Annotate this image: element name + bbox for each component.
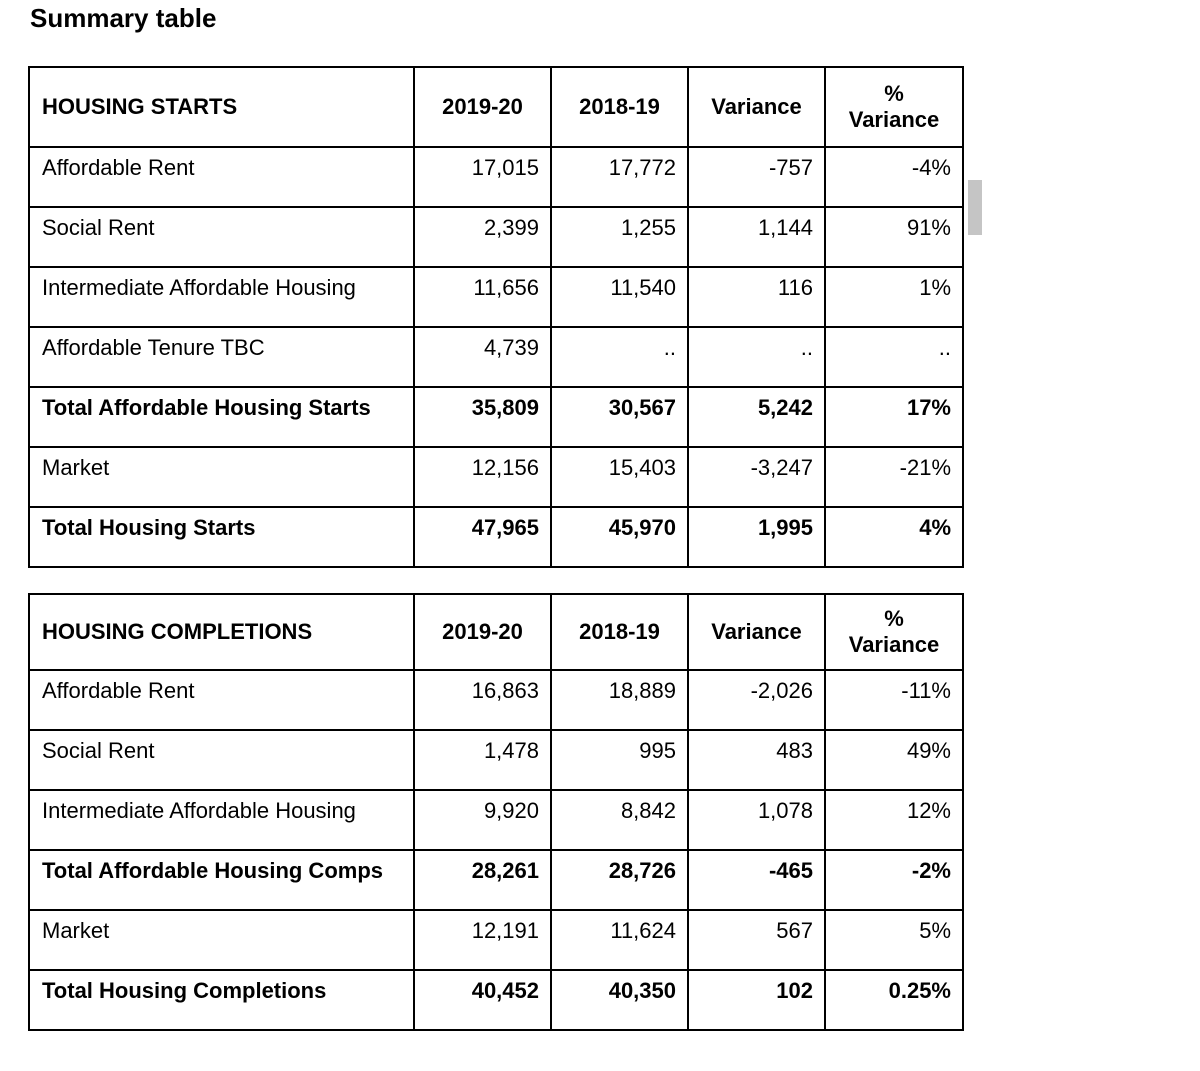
cell-2018-19: 18,889 (550, 669, 689, 731)
row-label: Total Housing Completions (28, 969, 415, 1031)
cell-variance: 5,242 (687, 386, 826, 448)
cell-2019-20: 40,452 (413, 969, 552, 1031)
cell-variance: -2,026 (687, 669, 826, 731)
cell-2019-20: 4,739 (413, 326, 552, 388)
column-header-variance: Variance (687, 66, 826, 148)
cell-pct-variance: 5% (824, 909, 964, 971)
header-row: HOUSING COMPLETIONS 2019-20 2018-19 Vari… (28, 593, 964, 671)
cell-variance: -757 (687, 146, 826, 208)
header-row: HOUSING STARTS 2019-20 2018-19 Variance … (28, 66, 964, 148)
cell-pct-variance: 91% (824, 206, 964, 268)
table-row: Market 12,191 11,624 567 5% (28, 909, 964, 971)
cell-2018-19: 11,624 (550, 909, 689, 971)
cell-variance: 102 (687, 969, 826, 1031)
cell-2018-19: 28,726 (550, 849, 689, 911)
cell-2019-20: 11,656 (413, 266, 552, 328)
column-header-pct-variance: % Variance (824, 66, 964, 148)
table-title-housing-starts: HOUSING STARTS (28, 66, 415, 148)
table-row-total: Total Housing Starts 47,965 45,970 1,995… (28, 506, 964, 568)
cell-variance: -3,247 (687, 446, 826, 508)
cell-pct-variance: 49% (824, 729, 964, 791)
cell-2019-20: 2,399 (413, 206, 552, 268)
cell-2019-20: 47,965 (413, 506, 552, 568)
cell-2018-19: 995 (550, 729, 689, 791)
table-row: Intermediate Affordable Housing 11,656 1… (28, 266, 964, 328)
table-row: Intermediate Affordable Housing 9,920 8,… (28, 789, 964, 851)
cell-pct-variance: -2% (824, 849, 964, 911)
cell-variance: 483 (687, 729, 826, 791)
row-label: Affordable Tenure TBC (28, 326, 415, 388)
row-label: Affordable Rent (28, 669, 415, 731)
cell-2018-19: 1,255 (550, 206, 689, 268)
housing-starts-table: HOUSING STARTS 2019-20 2018-19 Variance … (28, 66, 964, 568)
column-header-2019-20: 2019-20 (413, 66, 552, 148)
table-row: Market 12,156 15,403 -3,247 -21% (28, 446, 964, 508)
cell-pct-variance: 1% (824, 266, 964, 328)
cell-2018-19: 45,970 (550, 506, 689, 568)
cell-2018-19: 8,842 (550, 789, 689, 851)
table-row: Social Rent 2,399 1,255 1,144 91% (28, 206, 964, 268)
row-label: Affordable Rent (28, 146, 415, 208)
cell-variance: 567 (687, 909, 826, 971)
cell-2018-19: 40,350 (550, 969, 689, 1031)
table-row: Affordable Rent 17,015 17,772 -757 -4% (28, 146, 964, 208)
column-header-variance: Variance (687, 593, 826, 671)
cell-pct-variance: -4% (824, 146, 964, 208)
row-label: Market (28, 446, 415, 508)
row-label: Intermediate Affordable Housing (28, 266, 415, 328)
cell-pct-variance: 0.25% (824, 969, 964, 1031)
table-row-total: Total Affordable Housing Comps 28,261 28… (28, 849, 964, 911)
row-label: Social Rent (28, 729, 415, 791)
table-row-total: Total Affordable Housing Starts 35,809 3… (28, 386, 964, 448)
cell-2019-20: 12,191 (413, 909, 552, 971)
cell-2019-20: 35,809 (413, 386, 552, 448)
row-label: Market (28, 909, 415, 971)
table-row: Social Rent 1,478 995 483 49% (28, 729, 964, 791)
scrollbar-thumb[interactable] (968, 180, 982, 235)
cell-variance: 1,078 (687, 789, 826, 851)
cell-2019-20: 16,863 (413, 669, 552, 731)
row-label: Intermediate Affordable Housing (28, 789, 415, 851)
column-header-2018-19: 2018-19 (550, 593, 689, 671)
cell-pct-variance: .. (824, 326, 964, 388)
row-label: Total Affordable Housing Comps (28, 849, 415, 911)
column-header-2018-19: 2018-19 (550, 66, 689, 148)
table-row: Affordable Rent 16,863 18,889 -2,026 -11… (28, 669, 964, 731)
cell-2018-19: 11,540 (550, 266, 689, 328)
housing-completions-table: HOUSING COMPLETIONS 2019-20 2018-19 Vari… (28, 593, 964, 1031)
cell-pct-variance: -11% (824, 669, 964, 731)
cell-variance: 116 (687, 266, 826, 328)
cell-pct-variance: 17% (824, 386, 964, 448)
column-header-2019-20: 2019-20 (413, 593, 552, 671)
column-header-pct-variance: % Variance (824, 593, 964, 671)
table-title-housing-completions: HOUSING COMPLETIONS (28, 593, 415, 671)
cell-2019-20: 9,920 (413, 789, 552, 851)
cell-variance: 1,995 (687, 506, 826, 568)
cell-pct-variance: 12% (824, 789, 964, 851)
cell-pct-variance: 4% (824, 506, 964, 568)
cell-variance: 1,144 (687, 206, 826, 268)
row-label: Total Affordable Housing Starts (28, 386, 415, 448)
table-row-total: Total Housing Completions 40,452 40,350 … (28, 969, 964, 1031)
row-label: Total Housing Starts (28, 506, 415, 568)
cell-variance: .. (687, 326, 826, 388)
cell-2019-20: 1,478 (413, 729, 552, 791)
cell-2018-19: 17,772 (550, 146, 689, 208)
cell-2018-19: .. (550, 326, 689, 388)
cell-variance: -465 (687, 849, 826, 911)
page-title: Summary table (30, 3, 217, 33)
cell-2018-19: 15,403 (550, 446, 689, 508)
cell-pct-variance: -21% (824, 446, 964, 508)
table-row: Affordable Tenure TBC 4,739 .. .. .. (28, 326, 964, 388)
row-label: Social Rent (28, 206, 415, 268)
cell-2018-19: 30,567 (550, 386, 689, 448)
cell-2019-20: 12,156 (413, 446, 552, 508)
cell-2019-20: 28,261 (413, 849, 552, 911)
cell-2019-20: 17,015 (413, 146, 552, 208)
